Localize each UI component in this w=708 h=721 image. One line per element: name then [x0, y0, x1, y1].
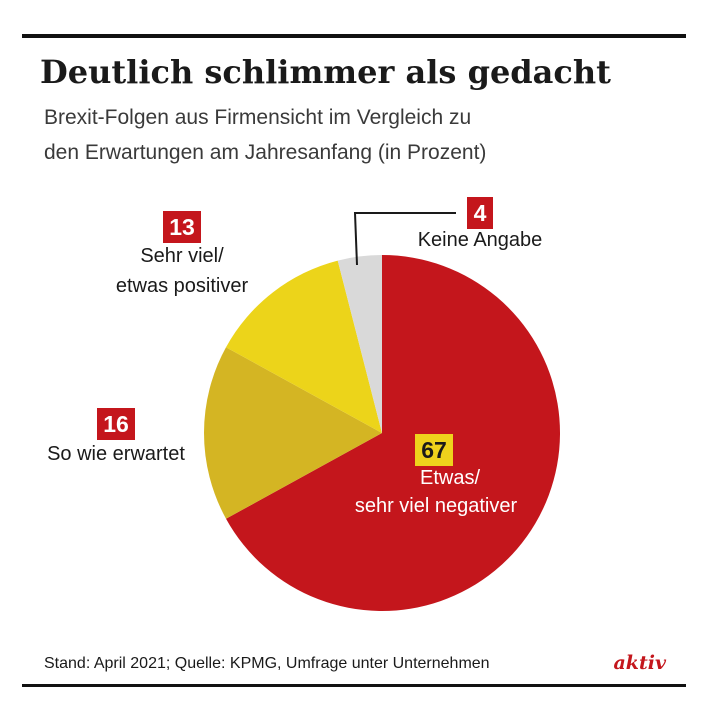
- bottom-rule: [22, 684, 686, 687]
- value-label-etwas-sehr-viel-negativer: 67: [421, 437, 447, 463]
- value-badge-keine-angabe: [467, 197, 493, 229]
- category-label-etwas-sehr-viel-negativer-2: sehr viel negativer: [355, 495, 518, 517]
- chart-subtitle-line-2: den Erwartungen am Jahresanfang (in Proz…: [44, 141, 487, 164]
- category-label-etwas-sehr-viel-negativer-1: Etwas/: [420, 467, 480, 489]
- category-label-sehr-viel-etwas-positiver-2: etwas positiver: [116, 275, 249, 297]
- chart-title: Deutlich schlimmer als gedacht: [40, 53, 611, 91]
- category-label-sehr-viel-etwas-positiver-1: Sehr viel/: [140, 245, 224, 267]
- value-badge-etwas-sehr-viel-negativer: [415, 434, 453, 466]
- value-label-keine-angabe: 4: [474, 200, 487, 226]
- pie-slice-sehr-viel-etwas-positiver: [226, 260, 382, 433]
- value-label-sehr-viel-etwas-positiver: 13: [169, 214, 195, 240]
- category-label-keine-angabe-1: Keine Angabe: [418, 229, 543, 251]
- pie-slice-so-wie-erwartet: [204, 347, 382, 519]
- brand-logo: aktiv: [613, 652, 666, 674]
- value-badge-sehr-viel-etwas-positiver: [163, 211, 201, 243]
- category-label-so-wie-erwartet-1: So wie erwartet: [47, 443, 185, 465]
- value-badge-so-wie-erwartet: [97, 408, 135, 440]
- pie-slice-etwas-sehr-viel-negativer: [226, 255, 561, 611]
- top-rule: [22, 34, 686, 38]
- pie-slice-keine-angabe: [337, 255, 382, 433]
- chart-subtitle-line-1: Brexit-Folgen aus Firmensicht im Verglei…: [44, 106, 472, 129]
- source-note: Stand: April 2021; Quelle: KPMG, Umfrage…: [44, 655, 490, 672]
- leader-line-keine-angabe: [353, 212, 456, 266]
- value-label-so-wie-erwartet: 16: [103, 411, 129, 437]
